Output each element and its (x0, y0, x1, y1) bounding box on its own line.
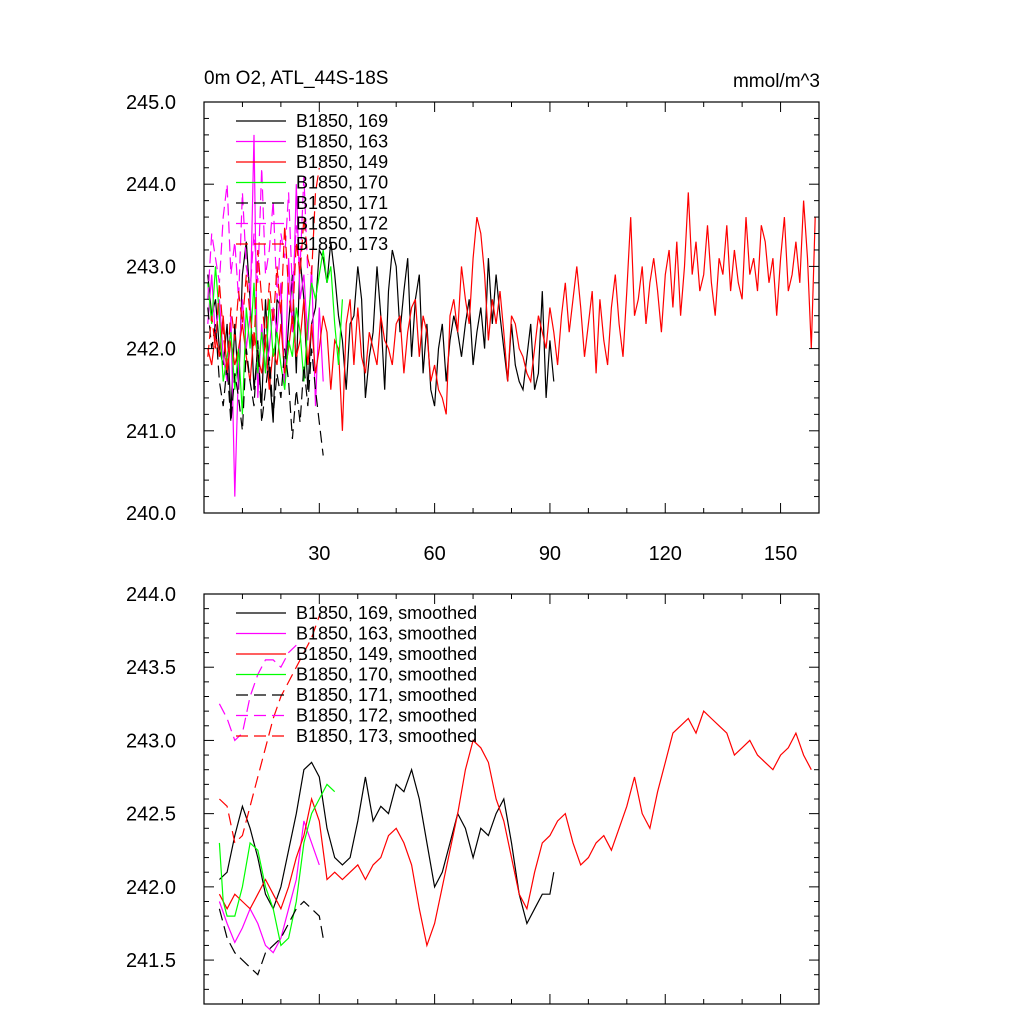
top-panel-frame (203, 101, 820, 514)
y-tick-label: 244.0 (126, 584, 176, 606)
y-tick-label: 243.5 (126, 657, 176, 679)
legend-entry-label: B1850, 172 (296, 214, 388, 234)
series-line-5 (207, 167, 309, 300)
bottom-panel-axes: 241.5 242.0 242.5 243.0 243.5 244.0 (126, 584, 819, 1004)
legend-entry-label: B1850, 172, smoothed (296, 706, 477, 726)
y-tick-label: 242.0 (126, 339, 176, 361)
top-panel-title: 0m O2, ATL_44S-18S (204, 68, 388, 89)
legend-entry-label: B1850, 163, smoothed (296, 624, 477, 644)
x-tick-label: 120 (649, 543, 682, 565)
legend-entry-label: B1850, 149, smoothed (296, 644, 477, 664)
series-line-3 (207, 249, 343, 415)
legend-entry-label: B1850, 173, smoothed (296, 726, 477, 746)
top-panel: 0m O2, ATL_44S-18S mmol/m^3 30 60 90 120 150… (126, 68, 820, 565)
y-tick-label: 241.0 (126, 421, 176, 443)
y-tick-label: 243.0 (126, 256, 176, 278)
y-tick-label: 241.5 (126, 950, 176, 972)
legend-entry-label: B1850, 163 (296, 132, 388, 152)
series-line-2 (218, 710, 812, 948)
legend-entry-label: B1850, 171, smoothed (296, 685, 477, 705)
x-tick-label: 60 (424, 543, 446, 565)
legend-entry-label: B1850, 170 (296, 173, 388, 193)
y-tick-label: 245.0 (126, 92, 176, 114)
legend-entry-label: B1850, 170, smoothed (296, 665, 477, 685)
legend-entry-label: B1850, 173 (296, 234, 388, 254)
series-line-3 (218, 783, 336, 947)
bottom-panel-series-lines (218, 615, 812, 976)
x-tick-label: 90 (539, 543, 561, 565)
series-line-5 (218, 644, 297, 742)
series-line-6 (218, 615, 320, 845)
legend-entry-label: B1850, 169 (296, 111, 388, 131)
y-tick-label: 242.5 (126, 804, 176, 826)
top-panel-axes: 30 60 90 120 150 240.0 241.0 242.0 243.0 244.0 245… (126, 92, 819, 565)
bottom-panel: 241.5 242.0 242.5 243.0 243.5 244.0 B1850, 16… (126, 584, 820, 1005)
y-tick-label: 240.0 (126, 503, 176, 525)
series-line-4 (218, 900, 324, 976)
series-line-1 (218, 820, 320, 954)
legend-entry-label: B1850, 149 (296, 152, 388, 172)
series-line-2 (207, 192, 816, 431)
x-tick-label: 150 (764, 543, 797, 565)
y-tick-label: 242.0 (126, 877, 176, 899)
top-panel-units: mmol/m^3 (733, 71, 820, 92)
bottom-panel-frame (203, 593, 820, 1005)
top-panel-series-lines (207, 134, 816, 497)
series-line-0 (218, 761, 555, 926)
legend-entry-label: B1850, 171 (296, 193, 388, 213)
y-tick-label: 244.0 (126, 174, 176, 196)
legend-entry-label: B1850, 169, smoothed (296, 603, 477, 623)
y-tick-label: 243.0 (126, 730, 176, 752)
x-tick-label: 30 (308, 543, 330, 565)
series-line-6 (207, 167, 320, 374)
